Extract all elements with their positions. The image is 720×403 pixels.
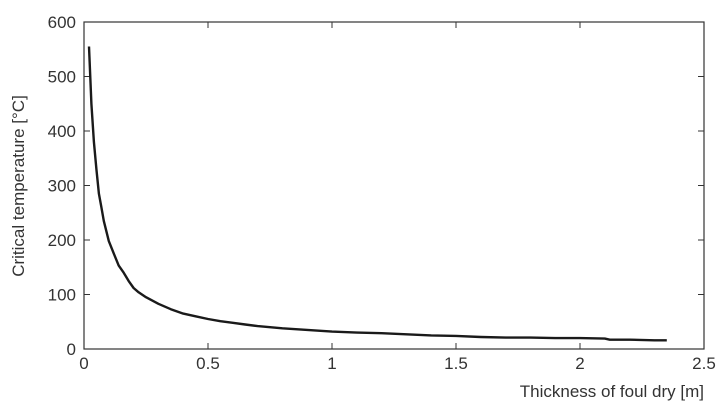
x-tick-label: 2.5 [692,354,716,373]
x-tick-label: 1.5 [444,354,468,373]
axis-ticks [83,21,705,350]
y-tick-label: 300 [48,177,76,196]
x-tick-label: 0 [79,354,88,373]
y-tick-label: 500 [48,68,76,87]
x-tick-label: 1 [327,354,336,373]
plot-frame [83,21,705,350]
y-tick-label: 0 [67,340,76,359]
x-tick-label: 2 [575,354,584,373]
critical-temperature-line [87,46,667,342]
tick-labels: 0 0.5 1 1.5 2 2.5 0 100 200 300 400 500 600 [48,13,716,373]
y-tick-label: 400 [48,122,76,141]
y-tick-label: 600 [48,13,76,32]
y-tick-label: 100 [48,286,76,305]
x-tick-label: 0.5 [196,354,220,373]
y-tick-label: 200 [48,231,76,250]
y-axis-label: Critical temperature [°C] [9,95,28,277]
x-axis-label: Thickness of foul dry [m] [520,382,704,401]
